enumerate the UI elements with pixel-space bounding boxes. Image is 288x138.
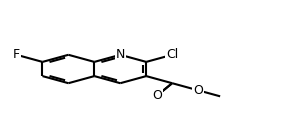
Text: O: O [152,89,162,102]
Text: O: O [193,84,203,97]
Text: N: N [115,48,125,61]
Text: F: F [13,48,20,61]
Text: Cl: Cl [166,48,178,61]
